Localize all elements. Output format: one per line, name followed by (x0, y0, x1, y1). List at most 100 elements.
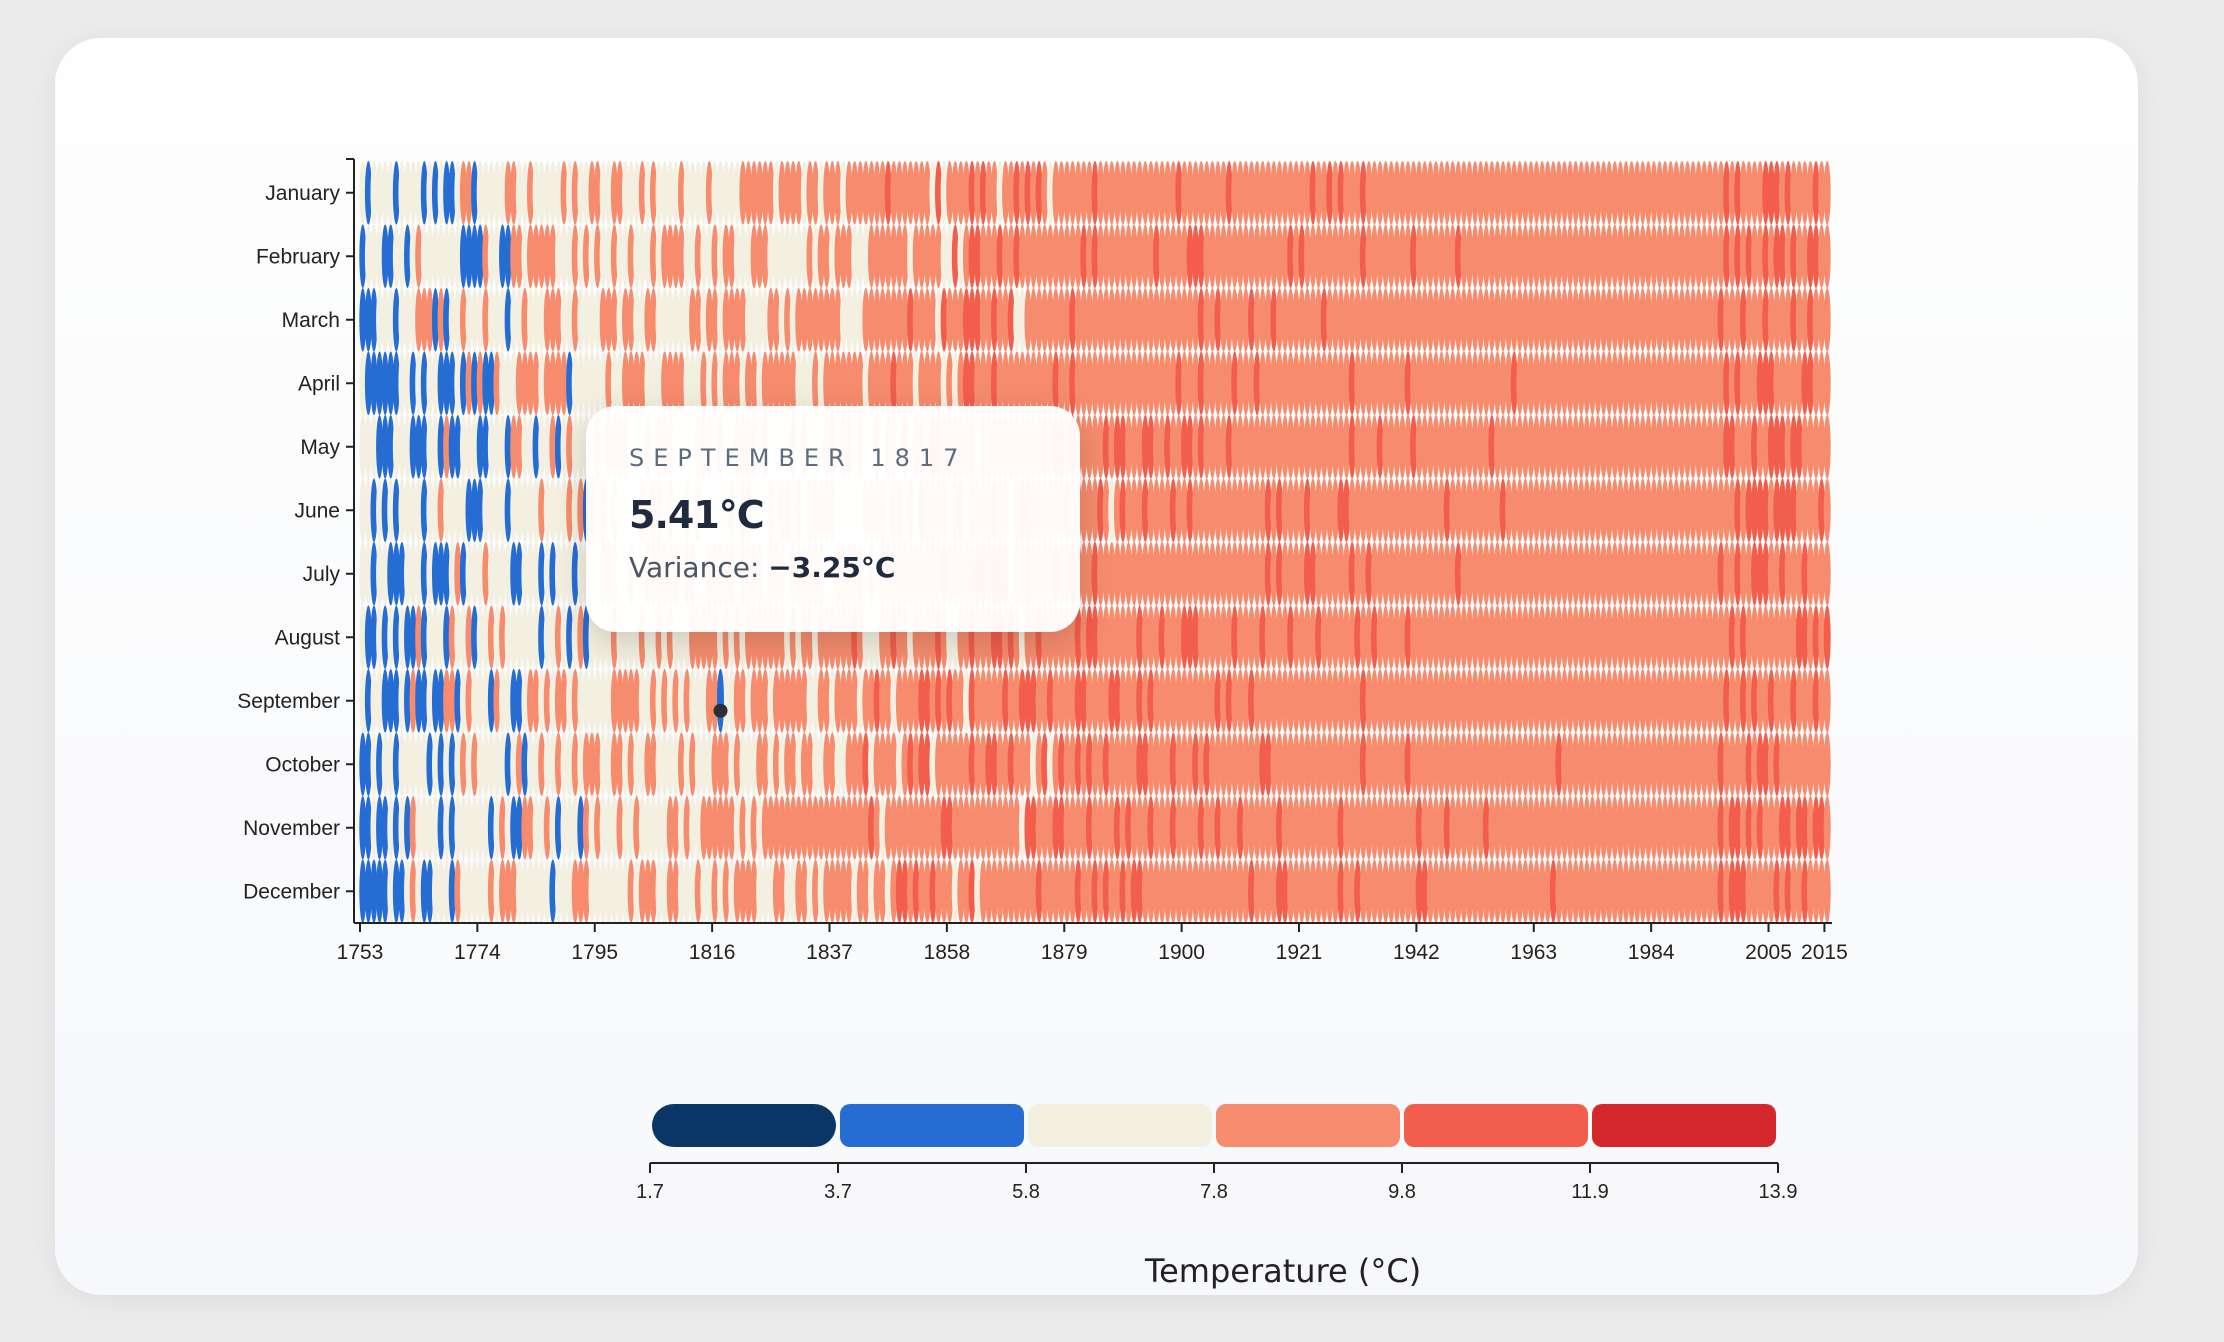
heatmap-cell (599, 224, 607, 288)
heatmap-cell (1549, 478, 1557, 542)
heatmap-cell (409, 224, 417, 288)
heatmap-cell (1538, 288, 1546, 352)
heatmap-cell (1080, 351, 1088, 415)
heatmap-cell (851, 288, 859, 352)
heatmap-cell (1684, 351, 1691, 415)
heatmap-cell (1706, 224, 1714, 288)
heatmap-cell (1287, 415, 1295, 479)
heatmap-cell (705, 288, 713, 352)
heatmap-cell (1203, 351, 1211, 415)
heatmap-cell (862, 161, 870, 225)
heatmap-cell (1616, 478, 1624, 542)
heatmap-cell (1499, 478, 1507, 542)
heatmap-cell (1499, 161, 1507, 225)
tooltip-value: 5.41°C (629, 493, 765, 537)
heatmap-cell (1454, 478, 1462, 542)
heatmap-cell (828, 351, 836, 415)
heatmap-cell (1180, 351, 1188, 415)
heatmap-cell (1521, 224, 1529, 288)
heatmap-cell (1583, 161, 1591, 225)
heatmap-cell (711, 351, 719, 415)
heatmap-cell (1309, 288, 1317, 352)
heatmap-cell (599, 288, 607, 352)
heatmap-cell (739, 161, 747, 225)
heatmap-cell (1471, 224, 1479, 288)
heatmap-cell (387, 542, 395, 606)
heatmap-cell (1505, 224, 1513, 288)
heatmap-cell (1633, 415, 1641, 479)
heatmap-cell (504, 415, 512, 479)
heatmap-cell (370, 224, 378, 288)
heatmap-cell (1421, 478, 1429, 542)
heatmap-cell (1180, 478, 1188, 542)
heatmap-cell (806, 288, 814, 352)
legend-swatch (1592, 1104, 1776, 1147)
heatmap-cell (946, 161, 954, 225)
heatmap-cell (364, 224, 372, 288)
heatmap-cell (1169, 161, 1177, 225)
heatmap-cell (1259, 351, 1267, 415)
heatmap-cell (459, 224, 467, 288)
heatmap-cell (867, 351, 875, 415)
heatmap-cell (392, 161, 400, 225)
heatmap-cell (1689, 351, 1697, 415)
heatmap-cell (1153, 415, 1160, 479)
heatmap-cell (588, 161, 596, 225)
heatmap-cell (510, 478, 518, 542)
heatmap-cell (527, 415, 534, 479)
heatmap-cell (1823, 605, 1831, 669)
heatmap-cell (387, 351, 395, 415)
heatmap-cell (929, 161, 937, 225)
heatmap-cell (1153, 288, 1160, 352)
heatmap-cell (1767, 224, 1775, 288)
heatmap-cell (476, 542, 484, 606)
heatmap-cell (426, 161, 434, 225)
heatmap-cell (1035, 161, 1043, 225)
heatmap-cell (1628, 224, 1636, 288)
heatmap-cell (1806, 288, 1814, 352)
heatmap-cell (409, 478, 417, 542)
heatmap-cell (1192, 351, 1200, 415)
heatmap-cell (1281, 415, 1289, 479)
legend-tick-label: 13.9 (1759, 1181, 1798, 1203)
heatmap-cell (772, 224, 780, 288)
heatmap-cell (1527, 161, 1535, 225)
heatmap-cell (499, 161, 506, 225)
heatmap-cell (1739, 415, 1747, 479)
heatmap-cell (789, 224, 797, 288)
heatmap-cell (1505, 351, 1513, 415)
legend-tick-label: 7.8 (1200, 1181, 1228, 1203)
heatmap-cell (649, 224, 657, 288)
heatmap-cell (1488, 478, 1496, 542)
heatmap-cell (1097, 415, 1105, 479)
heatmap-cell (482, 478, 490, 542)
heatmap-cell (940, 288, 948, 352)
heatmap-cell (661, 161, 669, 225)
heatmap-cell (990, 288, 998, 352)
heatmap-cell (1320, 288, 1328, 352)
heatmap-cell (1236, 478, 1244, 542)
heatmap-cell (1795, 415, 1803, 479)
heatmap-cell (482, 542, 490, 606)
heatmap-cell (1242, 288, 1250, 352)
heatmap-cell (1616, 351, 1624, 415)
heatmap-cell (744, 288, 752, 352)
heatmap-cell (1158, 161, 1166, 225)
heatmap-cell (549, 161, 557, 225)
heatmap-cell (1326, 161, 1334, 225)
heatmap-cell (370, 478, 378, 542)
heatmap-cell (1186, 351, 1194, 415)
heatmap-cell (1482, 224, 1490, 288)
heatmap-cell (1751, 288, 1759, 352)
heatmap-cell (1477, 224, 1485, 288)
heatmap-cell (1633, 224, 1641, 288)
heatmap-cell (1141, 161, 1149, 225)
heatmap-cell (728, 224, 736, 288)
heatmap-cell (940, 224, 948, 288)
heatmap-cell (1723, 351, 1731, 415)
heatmap-cell (566, 224, 574, 288)
legend-swatch (840, 1104, 1024, 1147)
heatmap-cell (1443, 288, 1451, 352)
heatmap-cell (1354, 478, 1362, 542)
heatmap-cell (940, 161, 948, 225)
